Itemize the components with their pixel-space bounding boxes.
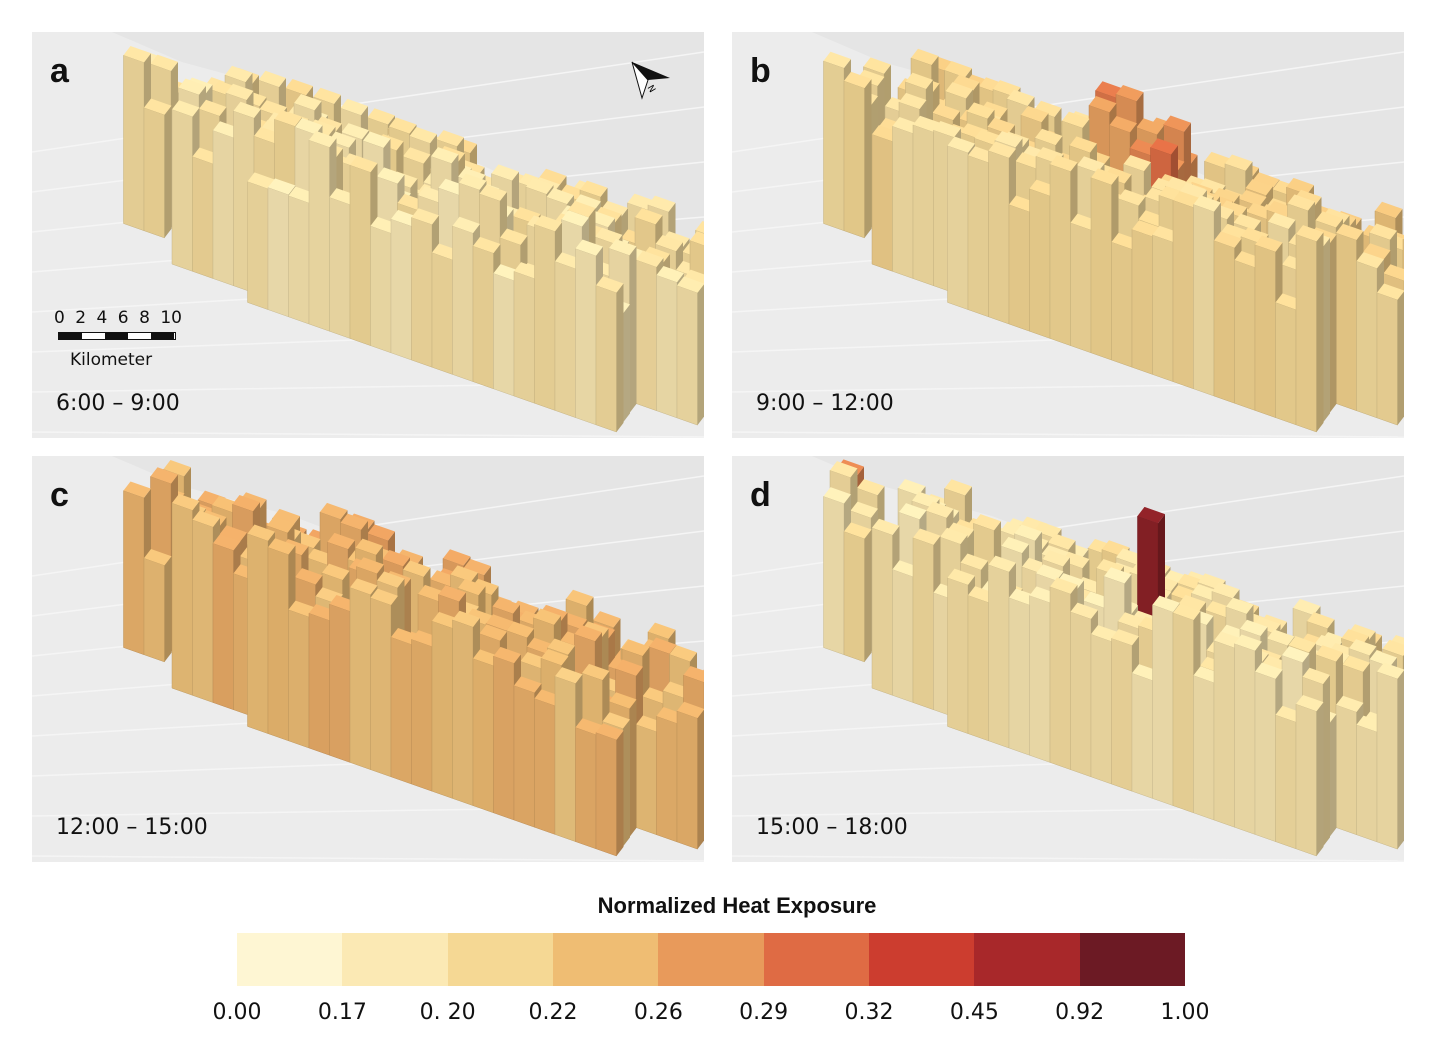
map-panel-b: b 9:00 – 12:00 xyxy=(732,32,1404,438)
time-range-label: 6:00 – 9:00 xyxy=(56,391,180,416)
legend-swatch xyxy=(868,933,975,986)
lake-area xyxy=(112,32,704,342)
scale-tick: 0 xyxy=(54,308,65,328)
time-range-label: 15:00 – 18:00 xyxy=(756,815,908,840)
lake-area xyxy=(812,456,1404,766)
legend-tick: 0.32 xyxy=(844,1000,894,1025)
north-arrow-icon: N xyxy=(631,61,670,100)
heat-block xyxy=(1376,662,1404,850)
scale-tick: 8 xyxy=(139,308,150,328)
heat-block xyxy=(843,522,872,663)
legend-tick: 0.26 xyxy=(633,1000,683,1025)
time-range-label: 12:00 – 15:00 xyxy=(56,815,208,840)
legend-swatch xyxy=(342,933,448,986)
heat-block xyxy=(1295,694,1324,857)
heat-block xyxy=(676,276,704,426)
legend-tick: 0.17 xyxy=(317,1000,367,1025)
legend-colorbar xyxy=(237,933,1185,986)
scale-tick: 4 xyxy=(96,308,108,328)
legend-tick: 0.22 xyxy=(528,1000,578,1025)
legend-title: Normalized Heat Exposure xyxy=(597,893,877,918)
legend-tick: 1.00 xyxy=(1160,1000,1210,1025)
map-panel-c: c 12:00 – 15:00 xyxy=(32,456,704,862)
legend-tick: 0.92 xyxy=(1055,1000,1105,1025)
svg-text:N: N xyxy=(645,84,657,95)
panel-letter: b xyxy=(750,52,771,90)
scale-tick: 10 xyxy=(160,308,182,328)
panel-letter: a xyxy=(50,52,69,90)
lake-area xyxy=(812,32,1404,342)
map-panel-a: a 6:00 – 9:00 0 2 4 6 8 10 Kilometer N xyxy=(32,32,704,438)
panel-letter: d xyxy=(750,476,771,514)
heat-block xyxy=(143,549,172,663)
legend-tick-labels: 0.00 0.17 0. 20 0.22 0.26 0.29 0.32 0.45 0.92 1.0… xyxy=(187,1000,1235,1028)
legend-swatch xyxy=(237,933,343,986)
heat-block xyxy=(171,100,200,272)
legend-swatch xyxy=(447,933,553,986)
heat-block xyxy=(595,276,624,433)
scale-bar-graphic xyxy=(58,332,176,340)
scale-unit: Kilometer xyxy=(70,350,153,370)
road-line xyxy=(732,431,1404,438)
time-range-label: 9:00 – 12:00 xyxy=(756,391,894,416)
heat-block xyxy=(1295,225,1324,433)
heat-block xyxy=(843,71,872,239)
map-panel-d: d 15:00 – 18:00 xyxy=(732,456,1404,862)
road-line xyxy=(32,855,704,862)
heat-block xyxy=(1376,283,1404,426)
road-line xyxy=(32,431,704,438)
heat-block-map xyxy=(732,32,1404,438)
legend-swatch xyxy=(658,933,764,986)
heat-block xyxy=(143,98,172,239)
panel-letter: c xyxy=(50,476,69,514)
heat-block xyxy=(595,723,624,857)
legend-swatch xyxy=(763,933,869,986)
legend-swatch xyxy=(974,933,1080,986)
heat-block-map xyxy=(32,32,704,438)
scale-tick: 6 xyxy=(117,308,129,328)
scale-bar: 0 2 4 6 8 10 Kilometer xyxy=(54,308,184,370)
heat-block-map xyxy=(32,456,704,862)
legend-tick: 0. 20 xyxy=(419,1000,476,1025)
heat-block-map xyxy=(732,456,1404,862)
legend-tick: 0.00 xyxy=(212,1000,262,1025)
legend-tick: 0.29 xyxy=(739,1000,789,1025)
road-line xyxy=(732,855,1404,862)
legend-tick: 0.45 xyxy=(949,1000,999,1025)
heat-block xyxy=(676,701,704,850)
scale-tick: 2 xyxy=(75,308,87,328)
legend-swatch xyxy=(552,933,659,986)
lake-area xyxy=(112,456,704,766)
legend-swatch xyxy=(1079,933,1185,986)
